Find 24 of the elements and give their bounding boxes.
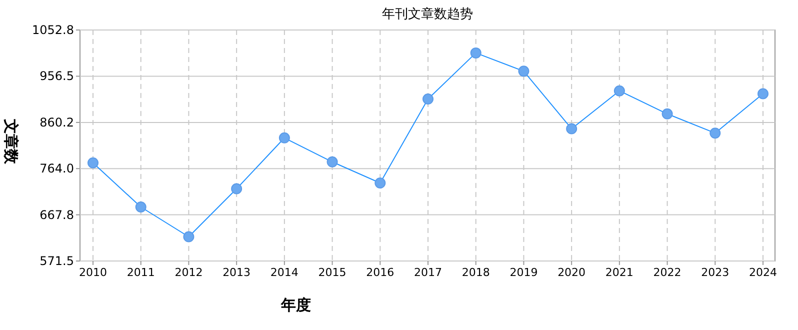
x-tick-label: 2020 bbox=[558, 266, 586, 279]
x-tick-label: 2012 bbox=[174, 266, 203, 279]
y-axis-title: 文章数 bbox=[2, 118, 20, 165]
chart-title: 年刊文章数趋势 bbox=[382, 7, 473, 22]
y-tick-label: 956.5 bbox=[40, 69, 74, 84]
x-tick-label: 2018 bbox=[462, 266, 490, 279]
x-tick-label: 2013 bbox=[222, 266, 251, 279]
x-tick-label: 2011 bbox=[126, 266, 155, 279]
y-tick-label: 764.0 bbox=[40, 162, 74, 176]
y-tick-label: 667.8 bbox=[40, 208, 74, 222]
x-tick-label: 2014 bbox=[270, 266, 298, 279]
y-tick-label: 571.5 bbox=[40, 254, 74, 268]
x-tick-label: 2017 bbox=[414, 266, 442, 279]
x-tick-label: 2010 bbox=[79, 266, 107, 279]
x-tick-label: 2022 bbox=[653, 266, 682, 279]
y-tick-label: 1052.8 bbox=[32, 23, 74, 37]
x-tick-label: 2019 bbox=[510, 266, 538, 279]
x-tick-label: 2023 bbox=[701, 266, 730, 279]
x-tick-label: 2015 bbox=[318, 266, 346, 279]
x-tick-label: 2016 bbox=[366, 266, 394, 279]
x-tick-label: 2024 bbox=[749, 266, 777, 279]
y-tick-label: 860.2 bbox=[40, 115, 74, 130]
x-axis-title: 年度 bbox=[280, 296, 311, 314]
x-tick-label: 2021 bbox=[605, 266, 634, 279]
